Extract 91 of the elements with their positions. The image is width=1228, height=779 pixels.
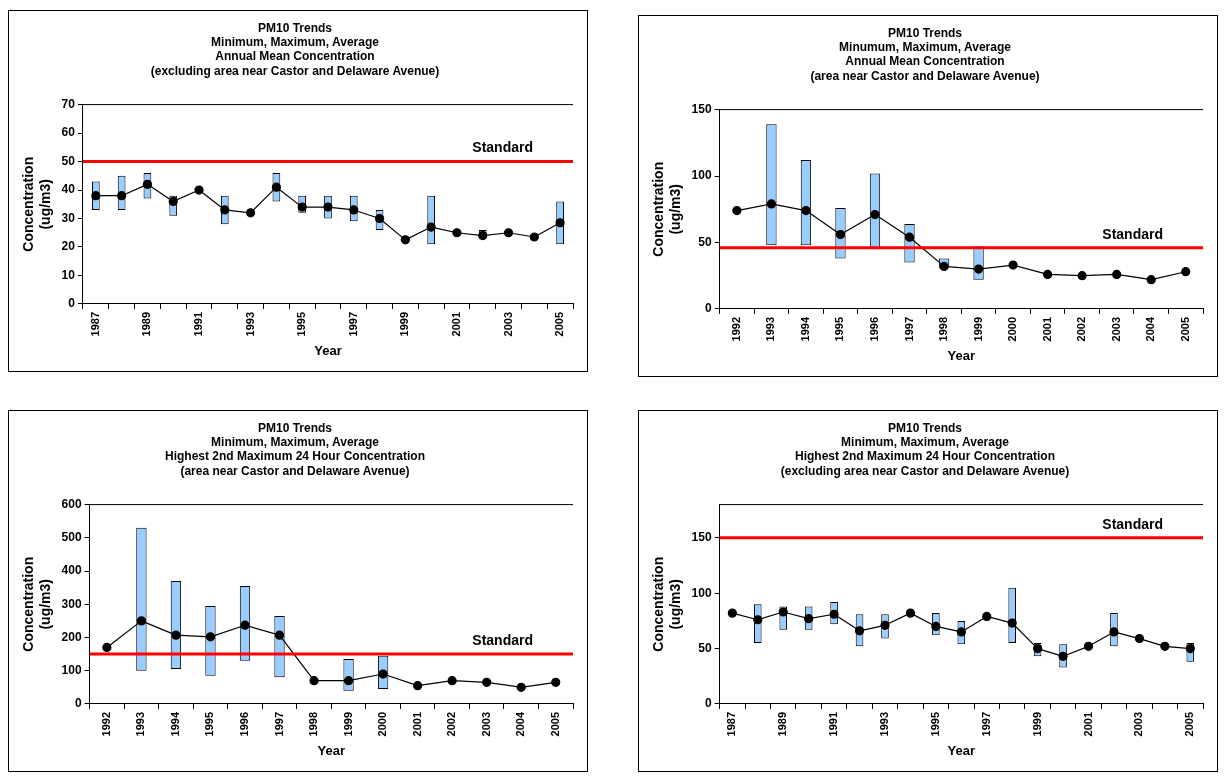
x-tick-label: 1997 <box>346 311 359 337</box>
y-tick-label: 0 <box>74 696 82 711</box>
x-tick-label: 1997 <box>902 316 915 342</box>
x-tick-label: 2000 <box>1006 316 1019 342</box>
y-tick-label: 200 <box>61 629 82 644</box>
x-tick-label: 2003 <box>501 311 514 337</box>
y-tick-label: 10 <box>61 267 76 282</box>
y-tick-label: 40 <box>61 182 76 197</box>
y-tick-label: 0 <box>68 296 76 311</box>
x-axis-title: Year <box>317 742 346 758</box>
x-tick-label: 2000 <box>376 711 389 737</box>
y-axis-title: Concentration (ug/m3) <box>650 161 684 257</box>
chart-subtitle: Minimum, Maximum, Average Highest 2nd Maximum 24 Hour Concentration (area near Castor and Delaware Avenue) <box>164 434 426 478</box>
y-tick-label: 50 <box>698 234 712 249</box>
x-axis-title: Year <box>947 742 976 758</box>
x-tick-label: 2004 <box>514 711 527 737</box>
x-tick-label: 1992 <box>99 711 112 737</box>
chart-title: PM10 Trends <box>257 20 333 35</box>
x-tick-label: 2001 <box>449 311 462 337</box>
y-tick-label: 150 <box>691 530 712 545</box>
y-tick-label: 100 <box>61 663 82 678</box>
x-tick-label: 2003 <box>1132 711 1145 737</box>
y-tick-label: 50 <box>61 153 76 168</box>
x-tick-label: 1996 <box>868 316 881 342</box>
ref-line-label: Standard <box>472 139 533 156</box>
y-tick-label: 300 <box>61 596 82 611</box>
x-tick-label: 1993 <box>243 311 256 337</box>
x-tick-label: 1989 <box>776 711 789 737</box>
x-tick-label: 2001 <box>1081 711 1094 737</box>
x-tick-label: 2001 <box>410 711 423 737</box>
x-tick-label: 2005 <box>1183 711 1196 737</box>
x-tick-label: 1997 <box>979 711 992 737</box>
x-tick-label: 2001 <box>1040 316 1053 342</box>
ref-line-label: Standard <box>1102 225 1163 242</box>
x-tick-label: 1995 <box>203 711 216 737</box>
y-tick-label: 0 <box>704 696 712 711</box>
chart-title: PM10 Trends <box>887 420 963 435</box>
x-tick-label: 1996 <box>238 711 251 737</box>
y-tick-label: 50 <box>698 640 712 655</box>
x-tick-label: 1994 <box>168 711 181 737</box>
x-tick-label: 1995 <box>928 711 941 737</box>
x-tick-label: 2003 <box>479 711 492 737</box>
x-tick-label: 2004 <box>1144 316 1157 342</box>
y-tick-label: 500 <box>61 530 82 545</box>
y-axis-title: Concentration (ug/m3) <box>650 556 684 652</box>
x-tick-label: 1995 <box>833 316 846 342</box>
x-axis-title: Year <box>947 347 976 363</box>
x-tick-label: 2005 <box>1178 316 1191 342</box>
x-tick-label: 2003 <box>1109 316 1122 342</box>
x-tick-label: 2002 <box>445 711 458 737</box>
x-tick-label: 1989 <box>140 311 153 337</box>
x-tick-label: 1993 <box>878 711 891 737</box>
x-tick-label: 1993 <box>764 316 777 342</box>
chart-title: PM10 Trends <box>887 25 963 40</box>
x-tick-label: 1991 <box>827 711 840 737</box>
x-tick-label: 1999 <box>971 316 984 342</box>
x-tick-label: 1992 <box>729 316 742 342</box>
y-axis-title: Concentration (ug/m3) <box>20 556 54 652</box>
y-tick-label: 100 <box>691 168 712 183</box>
x-axis-title: Year <box>314 342 342 358</box>
y-tick-label: 20 <box>61 239 76 254</box>
x-tick-label: 2005 <box>553 311 566 337</box>
ref-line-label: Standard <box>472 631 533 648</box>
y-tick-label: 150 <box>691 101 712 116</box>
y-tick-label: 60 <box>61 125 76 140</box>
x-tick-label: 1993 <box>134 711 147 737</box>
x-tick-label: 1991 <box>192 311 205 337</box>
x-tick-label: 1987 <box>88 311 101 337</box>
y-tick-label: 70 <box>61 96 76 111</box>
ref-line-label: Standard <box>1102 515 1163 532</box>
chart-title: PM10 Trends <box>257 420 333 435</box>
y-tick-label: 600 <box>61 496 82 511</box>
y-tick-label: 30 <box>61 210 76 225</box>
x-tick-label: 2005 <box>548 711 561 737</box>
x-tick-label: 1998 <box>307 711 320 737</box>
x-tick-label: 1995 <box>295 311 308 337</box>
x-tick-label: 1999 <box>341 711 354 737</box>
x-tick-label: 1998 <box>937 316 950 342</box>
chart-subtitle: Minimum, Maximum, Average Annual Mean Concentration (excluding area near Castor and Delaware Avenue) <box>150 34 440 78</box>
x-tick-label: 1997 <box>272 711 285 737</box>
x-tick-label: 1994 <box>798 316 811 342</box>
x-tick-label: 2002 <box>1075 316 1088 342</box>
chart-subtitle: Minimum, Maximum, Average Highest 2nd Maximum 24 Hour Concentration (excluding area near Castor and Delaware Avenue) <box>780 434 1070 478</box>
chart-subtitle: Minumum, Maximum, Average Annual Mean Concentration (area near Castor and Delaware Avenue) <box>810 39 1040 83</box>
y-tick-label: 400 <box>61 563 82 578</box>
x-tick-label: 1999 <box>1030 711 1043 737</box>
y-tick-label: 0 <box>704 301 712 316</box>
x-tick-label: 1987 <box>725 711 738 737</box>
y-tick-label: 100 <box>691 585 712 600</box>
x-tick-label: 1999 <box>398 311 411 337</box>
y-axis-title: Concentration (ug/m3) <box>20 156 54 252</box>
